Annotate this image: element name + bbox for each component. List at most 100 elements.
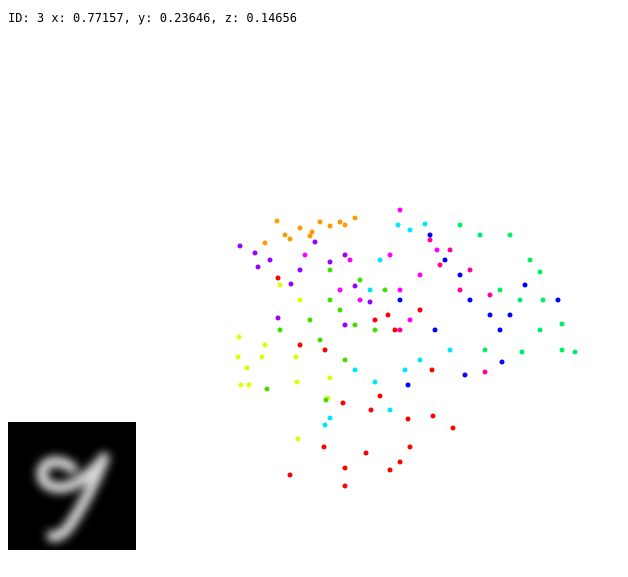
point [527, 257, 533, 263]
point [309, 229, 315, 235]
point [327, 223, 333, 229]
point [267, 257, 273, 263]
point [427, 237, 433, 243]
point [507, 232, 513, 238]
point [297, 267, 303, 273]
point [363, 450, 369, 456]
point [368, 407, 374, 413]
point [237, 243, 243, 249]
point [372, 317, 378, 323]
point [275, 275, 281, 281]
point [317, 337, 323, 343]
point [387, 407, 393, 413]
point [429, 367, 435, 373]
point [572, 349, 578, 355]
point [385, 312, 391, 318]
point [422, 221, 428, 227]
point [482, 369, 488, 375]
point [372, 327, 378, 333]
point [297, 225, 303, 231]
point [327, 375, 333, 381]
point [467, 297, 473, 303]
point [457, 287, 463, 293]
point [450, 425, 456, 431]
point [357, 297, 363, 303]
point [462, 372, 468, 378]
point [427, 232, 433, 238]
point [295, 436, 301, 442]
point [430, 413, 436, 419]
point [447, 347, 453, 353]
point [407, 227, 413, 233]
point [367, 287, 373, 293]
point [437, 262, 443, 268]
point [417, 307, 423, 313]
point [352, 367, 358, 373]
point [327, 267, 333, 273]
point [282, 232, 288, 238]
point [307, 317, 313, 323]
point [559, 321, 565, 327]
point [417, 357, 423, 363]
point [244, 365, 250, 371]
point [377, 393, 383, 399]
point [367, 299, 373, 305]
point [497, 327, 503, 333]
point [405, 416, 411, 422]
point [537, 269, 543, 275]
point [397, 459, 403, 465]
point [262, 240, 268, 246]
point [352, 322, 358, 328]
point [559, 347, 565, 353]
point [405, 382, 411, 388]
point [264, 386, 270, 392]
point [387, 252, 393, 258]
point [275, 315, 281, 321]
point [497, 287, 503, 293]
point [519, 349, 525, 355]
point [327, 415, 333, 421]
point [377, 257, 383, 263]
point-info: ID: 3 x: 0.77157, y: 0.23646, z: 0.14656 [8, 11, 297, 25]
point [307, 233, 313, 239]
point [499, 359, 505, 365]
point [342, 483, 348, 489]
point [252, 250, 258, 256]
point [487, 292, 493, 298]
point [337, 219, 343, 225]
point [467, 267, 473, 273]
point [352, 283, 358, 289]
point [327, 259, 333, 265]
point [447, 247, 453, 253]
point [397, 207, 403, 213]
point [457, 272, 463, 278]
point [312, 239, 318, 245]
point [293, 354, 299, 360]
point [522, 282, 528, 288]
point [397, 327, 403, 333]
point [321, 444, 327, 450]
point [555, 297, 561, 303]
point [540, 297, 546, 303]
digit-thumbnail [8, 422, 136, 550]
point [238, 382, 244, 388]
point [294, 379, 300, 385]
point [442, 257, 448, 263]
point [337, 287, 343, 293]
point [537, 327, 543, 333]
point [417, 272, 423, 278]
point [477, 232, 483, 238]
point [397, 287, 403, 293]
point [357, 277, 363, 283]
point [277, 327, 283, 333]
point [342, 222, 348, 228]
point [340, 400, 346, 406]
point [392, 327, 398, 333]
point [288, 281, 294, 287]
point [255, 264, 261, 270]
point [387, 467, 393, 473]
point [297, 342, 303, 348]
point [287, 472, 293, 478]
